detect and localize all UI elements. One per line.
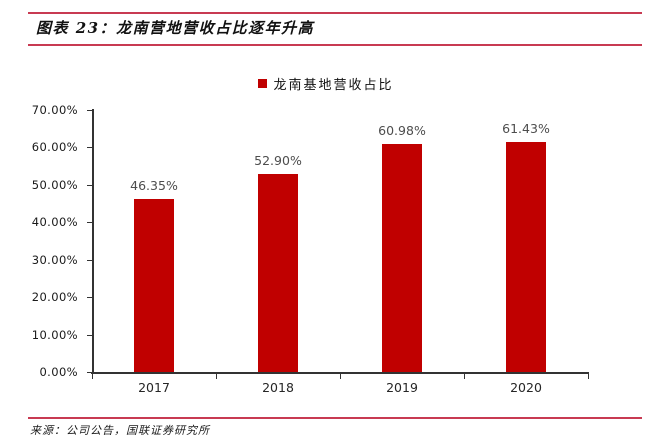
x-tick-mark xyxy=(340,373,341,379)
chart-legend: 龙南基地营收占比 xyxy=(0,74,652,93)
y-tick-mark xyxy=(87,334,92,336)
header-rule-bottom xyxy=(28,44,642,46)
y-axis-tick-label: 60.00% xyxy=(31,140,78,155)
y-axis-tick-label: 10.00% xyxy=(31,327,78,342)
footer-rule xyxy=(28,417,642,419)
legend-series-label: 龙南基地营收占比 xyxy=(273,78,394,93)
y-axis-tick-label: 50.00% xyxy=(31,177,78,192)
x-axis-category-label: 2018 xyxy=(262,380,294,395)
y-tick-mark xyxy=(87,222,92,224)
y-tick-mark xyxy=(87,110,92,111)
header-rule-top xyxy=(28,12,642,14)
y-axis-tick-label: 30.00% xyxy=(31,252,78,267)
bar-2017 xyxy=(134,198,174,372)
y-axis-line xyxy=(92,109,94,372)
bar-2019 xyxy=(382,143,422,372)
y-tick-mark xyxy=(87,184,92,186)
x-axis-category-label: 2019 xyxy=(386,380,418,395)
y-axis-tick-label: 40.00% xyxy=(31,215,78,230)
y-tick-mark xyxy=(87,259,92,261)
y-tick-mark xyxy=(87,297,92,299)
x-axis-category-label: 2017 xyxy=(138,380,170,395)
bar-value-label: 46.35% xyxy=(130,177,178,193)
bar-2018 xyxy=(258,174,298,372)
x-axis-line xyxy=(91,372,589,374)
bar-value-label: 61.43% xyxy=(502,121,550,137)
y-axis-tick-label: 20.00% xyxy=(31,290,78,305)
bar-2020 xyxy=(506,142,546,372)
bar-value-label: 60.98% xyxy=(378,122,426,138)
bar-value-label: 52.90% xyxy=(254,153,302,168)
figure-title: 图表 23：龙南营地营收占比逐年升高 xyxy=(36,19,315,37)
x-axis-category-label: 2020 xyxy=(510,380,542,395)
source-note: 来源：公司公告，国联证券研究所 xyxy=(30,424,210,437)
x-tick-mark xyxy=(588,373,589,379)
y-tick-mark xyxy=(87,147,92,149)
x-tick-mark xyxy=(216,373,217,379)
y-axis-tick-label: 0.00% xyxy=(39,365,78,379)
x-tick-mark xyxy=(464,373,465,379)
legend-marker-icon xyxy=(258,79,268,88)
y-axis-tick-label: 70.00% xyxy=(31,103,78,117)
x-tick-mark xyxy=(92,373,93,379)
y-tick-mark xyxy=(87,372,92,373)
